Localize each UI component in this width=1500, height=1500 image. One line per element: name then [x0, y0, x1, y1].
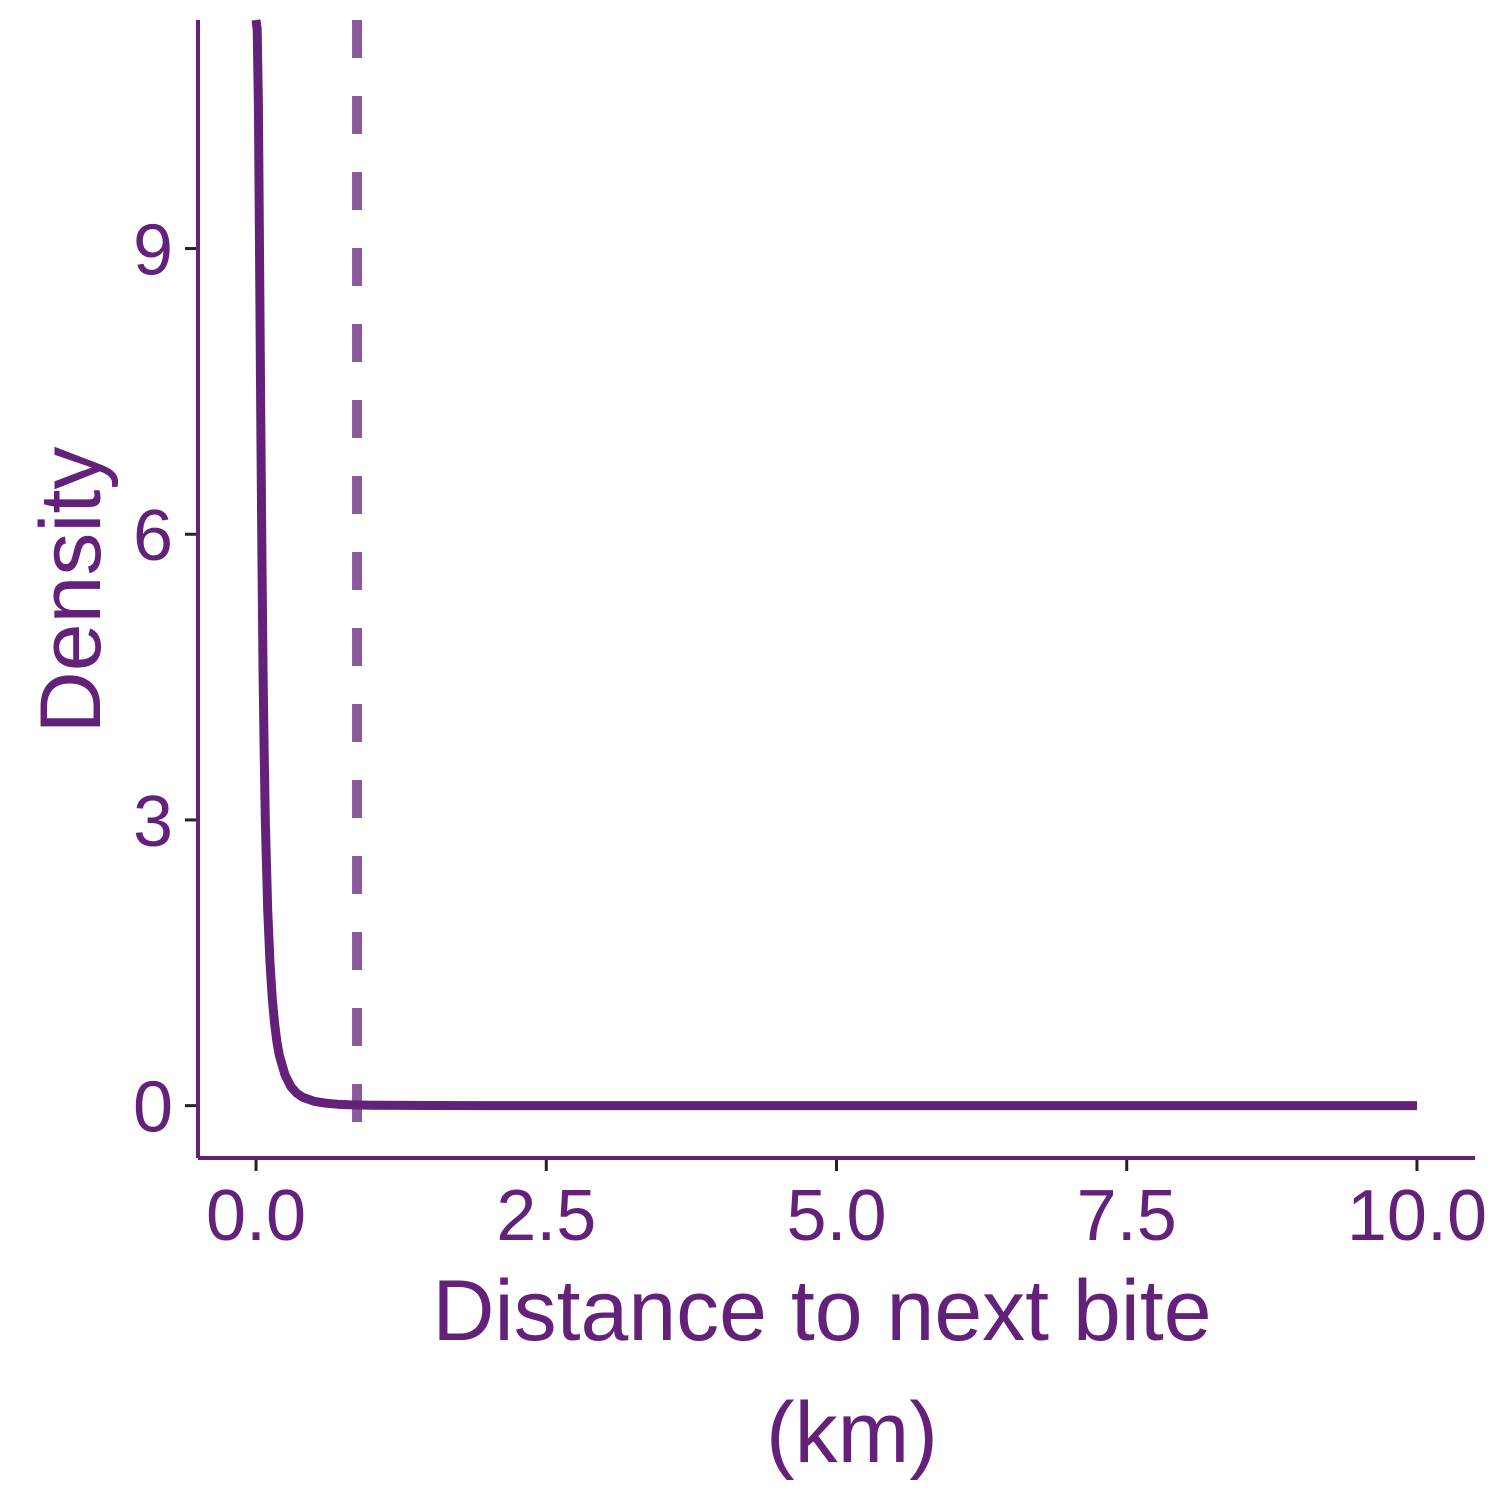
y-tick-label: 9 [133, 211, 173, 291]
y-tick-label: 6 [133, 496, 173, 576]
x-tick-label: 2.5 [496, 1176, 596, 1256]
x-tick-labels: 0.0 2.5 5.0 7.5 10.0 [206, 1176, 1487, 1256]
x-axis-title-line-1: Distance to next bite [432, 1263, 1211, 1359]
y-axis-title: Density [23, 447, 119, 734]
y-tick-label: 0 [133, 1068, 173, 1148]
x-tick-label: 10.0 [1347, 1176, 1487, 1256]
x-axis-ticks [254, 1158, 1419, 1171]
density-curve [251, 19, 1417, 1111]
x-tick-label: 7.5 [1077, 1176, 1177, 1256]
y-tick-labels: 0 3 6 9 [133, 211, 173, 1148]
y-axis-ticks [185, 247, 198, 1108]
x-tick-label: 5.0 [786, 1176, 886, 1256]
x-axis-title-line-2: (km) [766, 1385, 938, 1481]
x-tick-label: 0.0 [206, 1176, 306, 1256]
y-tick-label: 3 [133, 782, 173, 862]
